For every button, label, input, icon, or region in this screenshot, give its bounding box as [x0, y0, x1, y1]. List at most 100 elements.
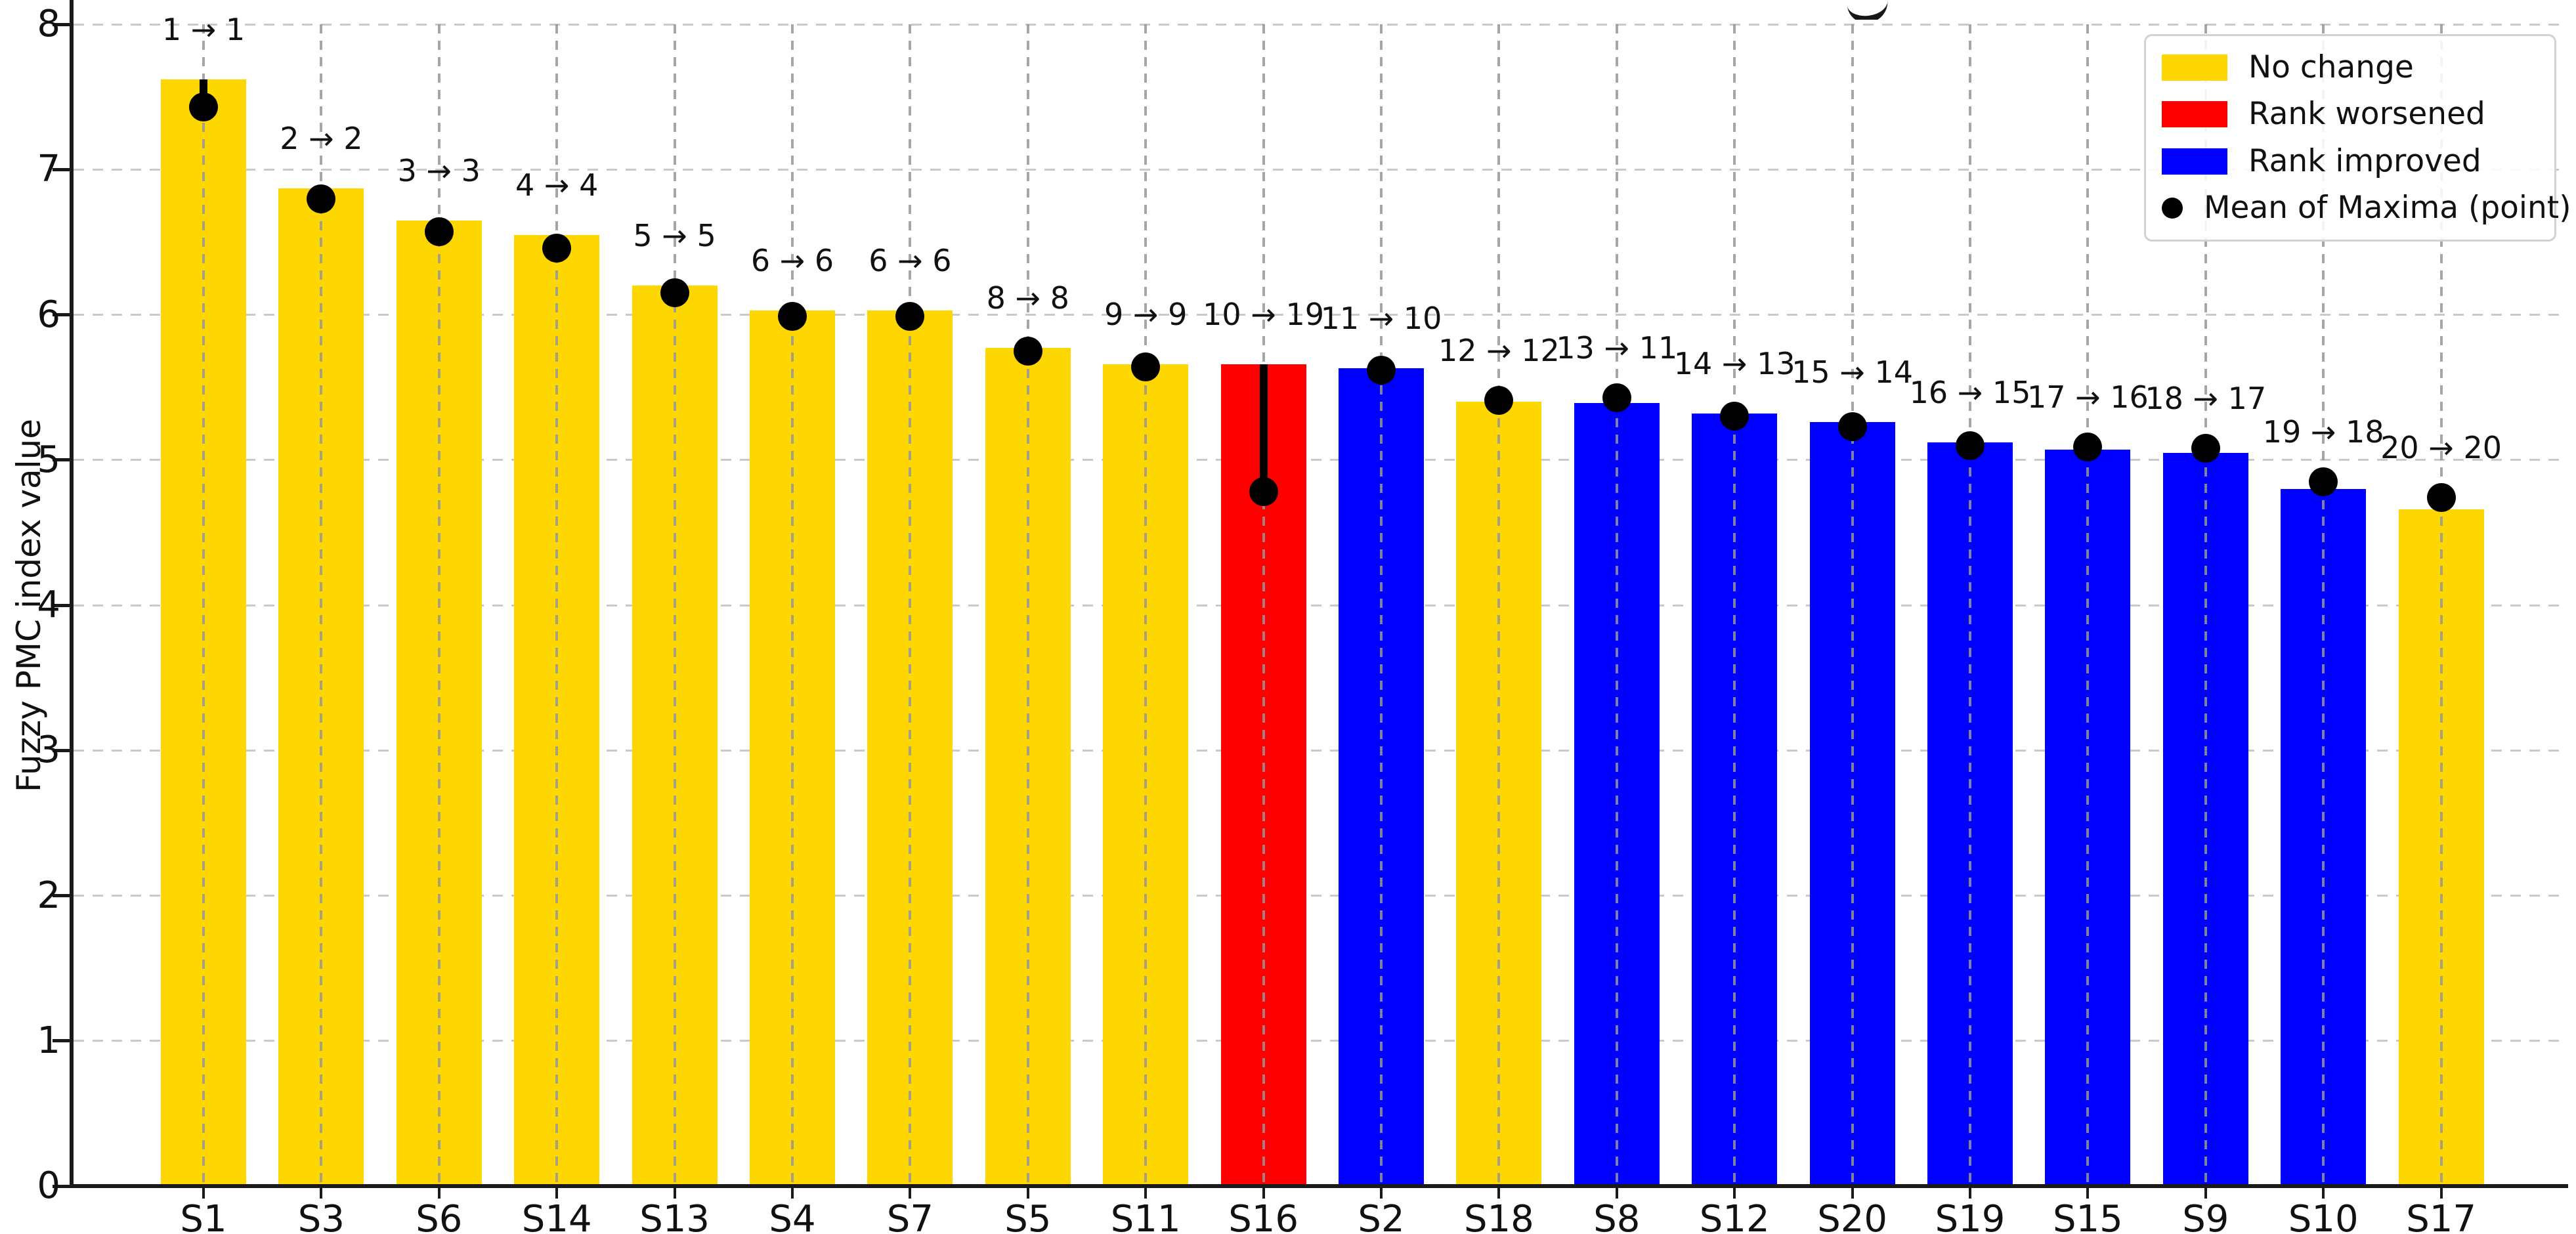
v-guide-line [2322, 24, 2325, 1186]
bar-annotation: 18 → 17 [2145, 381, 2267, 417]
bar-annotation: 9 → 9 [1104, 296, 1188, 332]
x-tick-mark [2322, 1188, 2325, 1199]
x-tick-label: S5 [1004, 1198, 1052, 1234]
v-guide-line [1851, 24, 1854, 1186]
x-tick-label: S8 [1593, 1198, 1641, 1234]
y-tick-label: 3 [37, 729, 60, 772]
v-guide-line [1144, 24, 1148, 1186]
x-tick-mark [555, 1188, 559, 1199]
legend-label: Rank improved [2248, 142, 2481, 179]
v-guide-line [202, 24, 205, 1186]
bar-annotation: 4 → 4 [515, 167, 599, 203]
x-tick-mark [1615, 1188, 1618, 1199]
v-guide-line [2204, 24, 2207, 1186]
x-tick-mark [1026, 1188, 1029, 1199]
mean-of-maxima-dot [778, 301, 807, 331]
h-gridline [74, 604, 2567, 606]
x-tick-mark [320, 1188, 323, 1199]
h-gridline [74, 459, 2567, 461]
mean-of-maxima-dot [542, 233, 572, 263]
bar-annotation: 2 → 2 [280, 121, 363, 156]
y-tick-label: 4 [37, 584, 60, 626]
v-guide-line [2439, 24, 2443, 1186]
y-tick-label: 5 [37, 438, 60, 481]
y-tick-label: 8 [37, 3, 60, 45]
bar-annotation: 12 → 12 [1438, 333, 1560, 369]
x-tick-label: S16 [1228, 1198, 1299, 1234]
x-tick-mark [2439, 1188, 2443, 1199]
mean-of-maxima-dot [895, 301, 925, 331]
x-tick-mark [2204, 1188, 2207, 1199]
legend-color-swatch [2162, 148, 2227, 175]
y-tick-mark [53, 22, 70, 26]
mean-of-maxima-dot [1837, 412, 1867, 441]
bar-annotation: 6 → 6 [750, 242, 834, 278]
swatch-shape [2162, 198, 2183, 219]
y-tick-label: 6 [37, 293, 60, 336]
y-tick-label: 2 [37, 874, 60, 917]
y-tick-mark [53, 894, 70, 897]
x-tick-label: S15 [2052, 1198, 2123, 1234]
y-tick-mark [53, 167, 70, 171]
y-tick-mark [53, 748, 70, 752]
mean-of-maxima-dot [1602, 383, 1631, 412]
v-guide-line [1380, 24, 1383, 1186]
y-tick-label: 0 [37, 1164, 60, 1207]
x-tick-label: S13 [639, 1198, 710, 1234]
x-tick-mark [1851, 1188, 1854, 1199]
bar-annotation: 6 → 6 [869, 242, 952, 278]
y-axis-line [70, 0, 74, 1188]
x-tick-mark [673, 1188, 676, 1199]
mean-of-maxima-dot [2426, 483, 2456, 513]
mean-of-maxima-dot [1013, 336, 1042, 366]
x-tick-label: S7 [886, 1198, 934, 1234]
mean-of-maxima-dot [424, 217, 454, 247]
x-tick-label: S11 [1110, 1198, 1181, 1234]
x-tick-mark [202, 1188, 205, 1199]
bar-annotation: 10 → 19 [1203, 296, 1325, 332]
legend-color-swatch [2162, 54, 2227, 81]
v-guide-line [1026, 24, 1029, 1186]
bar-annotation: 20 → 20 [2380, 430, 2502, 466]
mean-of-maxima-dot [2191, 434, 2220, 463]
x-tick-label: S10 [2288, 1198, 2359, 1234]
x-tick-mark [791, 1188, 794, 1199]
legend-item: Mean of Maxima (point) [2162, 191, 2571, 225]
swatch-shape [2162, 148, 2227, 175]
bar-annotation: 17 → 16 [2027, 379, 2149, 415]
mean-of-maxima-dot [1131, 352, 1161, 382]
mean-of-maxima-dot [1367, 355, 1396, 385]
h-gridline [74, 1040, 2567, 1042]
h-gridline [74, 749, 2567, 752]
y-tick-label: 7 [37, 148, 60, 191]
v-guide-line [437, 24, 440, 1186]
bar-annotation: 13 → 11 [1556, 330, 1678, 366]
legend: No change Rank worsened Rank improved Mean … [2144, 34, 2571, 242]
mean-connector-line [1259, 364, 1268, 492]
x-tick-label: S17 [2406, 1198, 2476, 1234]
y-tick-mark [53, 1039, 70, 1043]
x-tick-label: S2 [1358, 1198, 1405, 1234]
h-gridline [74, 895, 2567, 897]
v-guide-line [2086, 24, 2090, 1186]
v-guide-line [1615, 24, 1618, 1186]
x-tick-label: S14 [521, 1198, 592, 1234]
h-gridline [74, 168, 2567, 171]
v-guide-line [1497, 24, 1501, 1186]
bar-annotation: 14 → 13 [1673, 345, 1795, 381]
legend-item: Rank improved [2162, 144, 2539, 179]
clipped-title-area [1838, 0, 1910, 20]
x-tick-label: S12 [1699, 1198, 1770, 1234]
x-tick-mark [437, 1188, 440, 1199]
bar-annotation: 3 → 3 [397, 152, 481, 188]
mean-of-maxima-dot [189, 93, 218, 122]
bar-annotation: 15 → 14 [1792, 354, 1914, 391]
v-guide-line [320, 24, 323, 1186]
x-tick-mark [909, 1188, 912, 1199]
mean-of-maxima-dot [307, 184, 336, 213]
mean-of-maxima-dot [660, 278, 689, 308]
mean-of-maxima-dot [1720, 402, 1750, 431]
bar-annotation: 11 → 10 [1320, 301, 1442, 337]
clipped-title-glyph [1846, 0, 1889, 20]
